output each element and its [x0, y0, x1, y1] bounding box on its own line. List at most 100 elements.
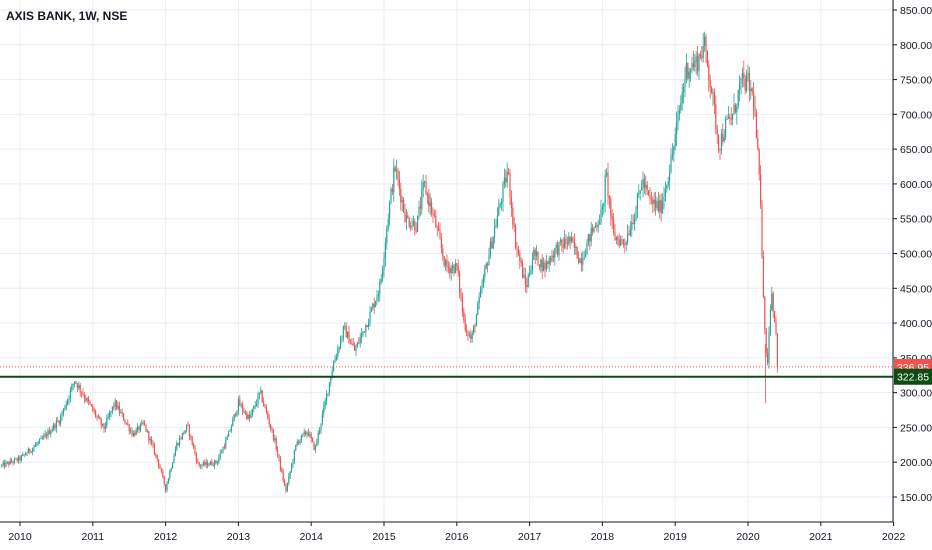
price-axis[interactable]: 150.00200.00250.00300.00350.00400.00450.…: [892, 0, 932, 522]
candle-body: [312, 438, 314, 442]
candle-body: [739, 83, 741, 90]
candle-body: [426, 194, 428, 196]
candle-body: [81, 391, 83, 394]
candle-body: [142, 422, 144, 424]
candle-body: [274, 438, 276, 440]
candle-body: [303, 431, 305, 434]
candle-body: [529, 273, 531, 276]
y-tick-label: 200.00: [900, 457, 932, 469]
candle-body: [464, 319, 466, 331]
candle-body: [722, 133, 724, 142]
candle-body: [746, 75, 748, 91]
candle-body: [606, 172, 608, 176]
candle-body: [132, 432, 134, 436]
candle-body: [674, 134, 676, 147]
candle-body: [537, 251, 539, 266]
candle-body: [71, 385, 73, 390]
candle-body: [768, 332, 770, 364]
candle-body: [555, 245, 557, 249]
candle-body: [2, 462, 4, 465]
candle-body: [61, 413, 63, 417]
candle-body: [240, 405, 242, 406]
candle-body: [685, 62, 687, 79]
candle-body: [131, 430, 133, 436]
candle-body: [394, 167, 396, 171]
candle-body: [470, 335, 472, 339]
candle-body: [135, 429, 137, 436]
candle-body: [709, 80, 711, 88]
candle-body: [337, 349, 339, 357]
candle-body: [636, 194, 638, 211]
candle-body: [691, 63, 693, 70]
candle-body: [755, 112, 757, 139]
candle-body: [697, 56, 699, 72]
candle-body: [330, 377, 332, 383]
y-tick-label: 800.00: [900, 40, 932, 52]
candle-body: [597, 224, 599, 227]
candle-body: [453, 265, 455, 274]
candle-body: [627, 233, 629, 242]
candle-body: [603, 202, 605, 207]
candle-body: [79, 385, 81, 392]
candlestick-series: [1, 31, 778, 494]
candle-body: [102, 423, 104, 426]
candle-body: [541, 259, 543, 272]
candle-body: [397, 169, 399, 179]
candle-body: [184, 430, 186, 434]
candle-body: [599, 222, 601, 225]
candle-body: [97, 416, 99, 418]
candle-body: [586, 241, 588, 255]
candle-body: [750, 88, 752, 91]
candle-body: [261, 390, 263, 402]
candle-body: [601, 206, 603, 210]
candle-body: [429, 202, 431, 207]
candle-body: [502, 184, 504, 202]
candle-body: [667, 181, 669, 185]
candle-body: [566, 243, 568, 245]
candle-body: [310, 434, 312, 439]
candle-body: [288, 475, 290, 484]
candle-body: [272, 429, 274, 440]
candle-body: [317, 432, 319, 442]
candle-body: [540, 259, 542, 267]
candle-body: [404, 211, 406, 222]
candle-body: [216, 461, 218, 463]
candle-body: [440, 238, 442, 249]
candle-body: [600, 209, 602, 223]
candle-body: [302, 433, 304, 435]
chart-title: AXIS BANK, 1W, NSE: [6, 9, 127, 23]
support-label: 322.85: [897, 372, 929, 384]
candle-body: [659, 200, 661, 212]
candle-body: [747, 72, 749, 76]
candle-body: [117, 405, 119, 409]
candle-body: [447, 267, 449, 268]
candle-body: [88, 398, 90, 402]
candle-body: [225, 439, 227, 448]
candle-body: [123, 413, 125, 421]
candle-body: [233, 413, 235, 419]
candle-body: [743, 73, 745, 79]
y-tick-label: 550.00: [900, 214, 932, 226]
candle-body: [499, 204, 501, 206]
candle-body: [183, 432, 185, 434]
candle-body: [156, 454, 158, 460]
candle-body: [676, 122, 678, 135]
candle-body: [551, 255, 553, 262]
candle-body: [281, 469, 283, 472]
candle-body: [68, 398, 70, 400]
candle-body: [457, 266, 459, 273]
candle-body: [737, 89, 739, 107]
candle-body: [26, 453, 28, 455]
candle-body: [629, 229, 631, 235]
candle-body: [417, 215, 419, 232]
candle-body: [655, 199, 657, 209]
candle-body: [198, 462, 200, 466]
candle-body: [270, 424, 272, 429]
candle-body: [496, 215, 498, 226]
time-axis[interactable]: 2010 2011 2012 2013 2014 2015 2016 2017 2018 2019…: [0, 521, 905, 543]
candle-body: [635, 210, 637, 220]
candle-body: [534, 249, 536, 256]
candle-body: [111, 406, 113, 412]
candle-body: [761, 204, 763, 257]
